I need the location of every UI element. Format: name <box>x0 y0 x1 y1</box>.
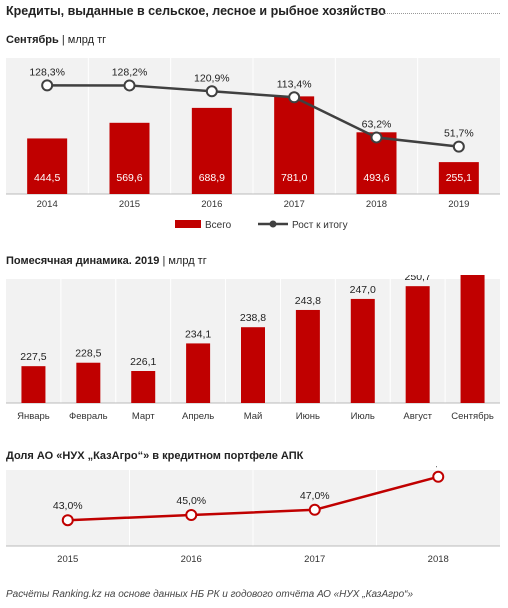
growth-value-label: 63,2% <box>362 118 392 130</box>
bar <box>27 138 68 194</box>
growth-point <box>452 140 465 153</box>
bar-value-label: 243,8 <box>295 295 321 307</box>
panel1-subtitle-bold: Сентябрь <box>6 34 59 46</box>
legend-bar-swatch <box>175 220 201 228</box>
bar <box>186 343 211 403</box>
bar <box>191 107 232 194</box>
bar <box>405 286 430 403</box>
growth-line <box>47 84 459 148</box>
growth-point <box>123 79 136 92</box>
x-tick-label: Апрель <box>182 411 214 422</box>
legend-line-label: Рост к итогу <box>292 220 348 231</box>
x-tick-label: Март <box>132 411 155 422</box>
share-point <box>61 514 74 527</box>
panel1-subtitle-unit: | млрд тг <box>61 34 107 46</box>
bar-value-label: 234,1 <box>185 328 211 340</box>
share-value-label: 47,0% <box>300 490 330 502</box>
bar <box>76 362 101 403</box>
x-tick-label: 2015 <box>119 199 140 210</box>
share-value-label: 43,0% <box>53 500 83 512</box>
bar-value-label: 569,6 <box>116 172 142 184</box>
growth-value-label: 51,7% <box>444 128 474 140</box>
share-point <box>185 509 198 521</box>
x-tick-label: Август <box>403 411 432 422</box>
bar-value-label: 688,9 <box>199 172 225 184</box>
x-tick-label: 2017 <box>284 199 305 210</box>
legend-bar-label: Всего <box>205 220 232 231</box>
panel3-subtitle-bold: Доля АО «НУХ „КазАгро“» в кредитном порт… <box>6 450 304 462</box>
bar <box>109 122 150 194</box>
growth-value-label: 113,4% <box>277 78 312 90</box>
bar-value-label: 444,5 <box>34 172 60 184</box>
x-tick-label: Май <box>244 411 263 422</box>
share-point <box>308 503 321 516</box>
bar-value-label: 228,5 <box>75 348 101 360</box>
x-tick-label: 2015 <box>57 554 78 565</box>
monthly-chart: 227,5 Январь 228,5 Февраль 226,1 Март 234,1 Апр… <box>6 275 500 422</box>
share-line <box>67 475 439 522</box>
bar-value-label: 255,1 <box>446 172 472 184</box>
x-tick-label: 2018 <box>366 199 387 210</box>
share-chart: 43,0% 2015 45,0% 2016 47,0% 2017 59,7% 2018 <box>6 466 500 565</box>
x-tick-label: 2016 <box>181 554 202 565</box>
bar-value-label: 238,8 <box>240 312 266 324</box>
bar <box>460 275 485 403</box>
panel2-subtitle-bold: Помесячная динамика. 2019 <box>6 255 160 267</box>
share-value-label: 59,7% <box>423 466 453 469</box>
x-tick-label: Июнь <box>296 411 320 422</box>
growth-point <box>41 79 54 92</box>
panel2-subtitle: Помесячная динамика. 2019 | млрд тг <box>6 255 207 267</box>
share-point <box>432 470 445 483</box>
bar-value-label: 226,1 <box>130 356 156 368</box>
source-note: Расчёты Ranking.kz на основе данных НБ Р… <box>6 589 414 600</box>
bar-value-label: 493,6 <box>363 172 389 184</box>
title-divider <box>375 13 500 14</box>
bar <box>295 309 320 403</box>
share-value-label: 45,0% <box>176 495 206 507</box>
bar <box>241 327 265 403</box>
annual-chart: 444,5 2014 569,6 2015 688,9 2016 781,0 2017 493,… <box>6 58 500 231</box>
growth-value-label: 128,2% <box>112 66 148 78</box>
growth-point <box>288 91 301 104</box>
bar-value-label: 781,0 <box>281 172 307 184</box>
legend-line-marker <box>269 220 277 228</box>
x-tick-label: 2017 <box>304 554 325 565</box>
x-tick-label: 2018 <box>428 554 449 565</box>
panel1-subtitle: Сентябрь | млрд тг <box>6 34 106 46</box>
x-tick-label: Сентябрь <box>451 411 494 422</box>
x-tick-label: 2019 <box>448 199 469 210</box>
panel2-subtitle-unit: | млрд тг <box>162 255 207 267</box>
x-tick-label: Февраль <box>69 411 108 422</box>
panel3-subtitle: Доля АО «НУХ „КазАгро“» в кредитном порт… <box>6 450 303 462</box>
bar <box>21 366 46 403</box>
growth-value-label: 120,9% <box>194 72 230 84</box>
x-tick-label: Июль <box>351 411 375 422</box>
bar <box>438 162 479 194</box>
bar-value-label: 227,5 <box>20 351 46 363</box>
x-tick-label: 2016 <box>201 199 222 210</box>
chart-title: Кредиты, выданные в сельское, лесное и р… <box>6 4 386 18</box>
bar <box>131 371 156 403</box>
bar <box>350 298 375 403</box>
bar <box>274 96 315 194</box>
bar-value-label: 250,7 <box>405 275 431 283</box>
growth-value-label: 128,3% <box>29 66 65 78</box>
x-tick-label: 2014 <box>37 199 58 210</box>
bar-value-label: 247,0 <box>350 284 376 296</box>
x-tick-label: Январь <box>17 411 50 422</box>
growth-point <box>205 85 218 98</box>
growth-point <box>370 131 383 144</box>
